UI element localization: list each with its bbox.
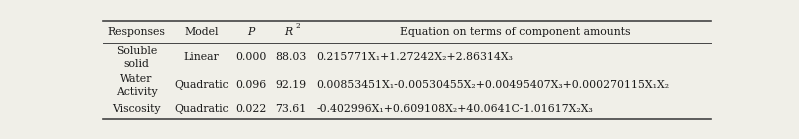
Text: P: P <box>247 27 255 37</box>
Text: Equation on terms of component amounts: Equation on terms of component amounts <box>400 27 630 37</box>
Text: 0.000: 0.000 <box>235 52 267 62</box>
Text: R: R <box>284 27 293 37</box>
Text: Water
Activity: Water Activity <box>116 74 157 97</box>
Text: Viscosity: Viscosity <box>112 104 161 114</box>
Text: -0.402996X₁+0.609108X₂+40.0641C-1.01617X₂X₃: -0.402996X₁+0.609108X₂+40.0641C-1.01617X… <box>316 104 594 114</box>
Text: 92.19: 92.19 <box>276 80 307 90</box>
Text: Quadratic: Quadratic <box>174 104 229 114</box>
Text: 0.00853451X₁-0.00530455X₂+0.00495407X₃+0.000270115X₁X₂: 0.00853451X₁-0.00530455X₂+0.00495407X₃+0… <box>316 80 670 90</box>
Text: 0.215771X₁+1.27242X₂+2.86314X₃: 0.215771X₁+1.27242X₂+2.86314X₃ <box>316 52 514 62</box>
Text: 88.03: 88.03 <box>276 52 307 62</box>
Text: 73.61: 73.61 <box>276 104 307 114</box>
Text: Soluble
solid: Soluble solid <box>116 46 157 69</box>
Text: Model: Model <box>185 27 219 37</box>
Text: 2: 2 <box>295 22 300 30</box>
Text: 0.096: 0.096 <box>236 80 267 90</box>
Text: Responses: Responses <box>108 27 165 37</box>
Text: 0.022: 0.022 <box>235 104 267 114</box>
Text: Linear: Linear <box>184 52 219 62</box>
Text: Quadratic: Quadratic <box>174 80 229 90</box>
